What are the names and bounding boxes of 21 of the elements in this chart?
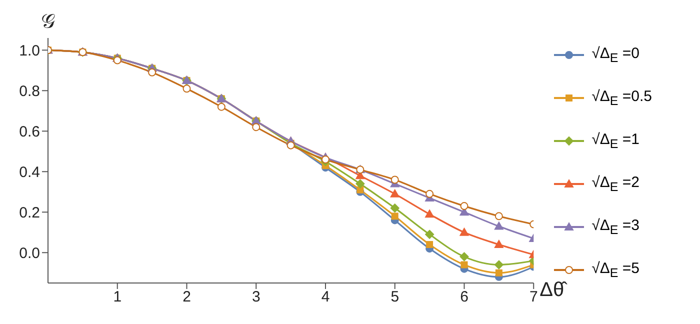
legend-label: √Δ$_{E}$ =0 bbox=[592, 44, 640, 64]
legend-label: √Δ$_{E}$ =0.5 bbox=[592, 88, 652, 108]
x-tick-label: 2 bbox=[182, 288, 191, 306]
legend-label: √Δ$_{E}$ =5 bbox=[592, 260, 640, 280]
legend-label: √Δ$_{E}$ =1 bbox=[592, 130, 640, 150]
y-axis-title: 𝒢 bbox=[41, 11, 55, 33]
legend-label: √Δ$_{E}$ =2 bbox=[592, 174, 640, 194]
y-tick-label: 0.6 bbox=[19, 123, 40, 140]
legend-label: √Δ$_{E}$ =3 bbox=[592, 216, 640, 236]
y-tick-label: 1.0 bbox=[19, 42, 40, 60]
y-tick-label: 0.2 bbox=[19, 204, 40, 222]
y-tick-label: 0.8 bbox=[19, 82, 40, 100]
x-tick-label: 4 bbox=[321, 288, 330, 306]
x-axis-title: Δθ̂ bbox=[540, 279, 568, 302]
x-tick-label: 5 bbox=[390, 288, 400, 306]
x-tick-label: 1 bbox=[113, 288, 122, 306]
y-tick-label: 0.4 bbox=[19, 164, 40, 181]
x-tick-label: 7 bbox=[529, 288, 538, 306]
y-tick-label: 0.0 bbox=[19, 244, 40, 262]
x-tick-label: 3 bbox=[252, 288, 260, 306]
x-tick-label: 6 bbox=[460, 288, 468, 306]
